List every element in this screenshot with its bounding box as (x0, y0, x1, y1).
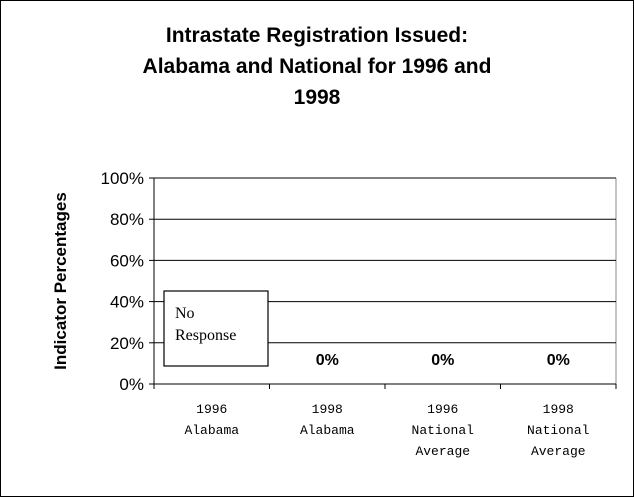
y-tick-label: 0% (119, 375, 144, 394)
chart-title-line-3: 1998 (293, 86, 341, 109)
y-axis-ticks: 0% 20% 40% 60% 80% 100% (101, 169, 154, 394)
data-label: 0% (431, 352, 454, 369)
y-axis-label: Indicator Percentages (51, 192, 70, 370)
chart-title: Intrastate Registration Issued: Alabama … (0, 20, 634, 113)
chart-title-line-2: Alabama and National for 1996 and (142, 55, 492, 78)
no-response-text: No Response (175, 305, 236, 344)
chart-title-line-1: Intrastate Registration Issued: (165, 24, 469, 47)
gridlines (154, 177, 617, 384)
y-tick-label: 60% (110, 251, 144, 270)
y-tick-label: 40% (110, 293, 144, 312)
x-tick-label: 1996 National Average (412, 402, 475, 459)
data-label: 0% (316, 352, 339, 369)
data-label: 0% (547, 352, 570, 369)
no-response-note: No Response (163, 290, 269, 367)
data-labels: 0% 0% 0% (316, 352, 570, 369)
x-tick-label: 1996 Alabama (184, 402, 239, 438)
y-tick-label: 80% (110, 210, 144, 229)
y-tick-label: 20% (110, 334, 144, 353)
x-tick-label: 1998 Alabama (300, 402, 355, 438)
no-response-box (163, 290, 269, 367)
x-axis-ticks: 1996 Alabama 1998 Alabama 1996 National Averag… (153, 384, 617, 459)
y-tick-label: 100% (101, 169, 144, 188)
x-tick-label: 1998 National Average (527, 402, 590, 459)
